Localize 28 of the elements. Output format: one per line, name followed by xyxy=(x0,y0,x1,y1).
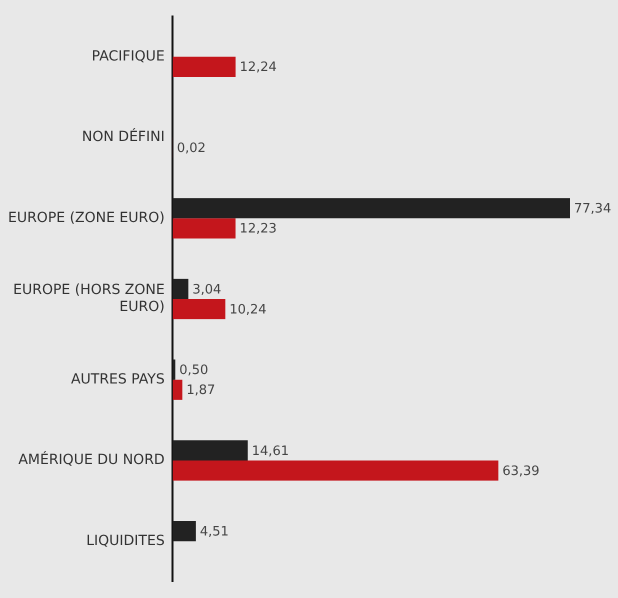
bar xyxy=(172,299,226,320)
y-tick-label: AMÉRIQUE DU NORD xyxy=(18,451,165,468)
bar xyxy=(172,380,182,400)
bar xyxy=(172,360,176,380)
data-label: 0,50 xyxy=(179,363,208,378)
y-tick-label: PACIFIQUE xyxy=(92,48,165,64)
bar xyxy=(172,198,570,218)
y-tick-label: EUROPE (HORS ZONE EURO) xyxy=(13,282,165,316)
bar xyxy=(172,521,196,542)
y-tick-label: LIQUIDITES xyxy=(86,532,165,549)
y-tick-label: EUROPE (ZONE EURO) xyxy=(8,210,165,226)
data-label: 0,02 xyxy=(176,140,206,156)
bar xyxy=(172,460,498,481)
data-label: 1,87 xyxy=(186,383,216,398)
data-label: 4,51 xyxy=(200,524,229,540)
data-label: 3,04 xyxy=(192,282,222,298)
bar xyxy=(172,218,236,238)
data-label: 14,61 xyxy=(252,444,289,459)
data-label: 10,24 xyxy=(229,302,267,318)
y-tick-label: NON DÉFINI xyxy=(82,128,165,146)
bar xyxy=(172,56,236,77)
data-label: 77,34 xyxy=(574,202,612,217)
data-label: 63,39 xyxy=(502,464,540,479)
data-label: 12,24 xyxy=(240,60,277,76)
y-tick-label: AUTRES PAYS xyxy=(70,371,165,388)
bar xyxy=(172,440,248,460)
bar xyxy=(172,278,188,299)
data-label: 12,23 xyxy=(240,222,277,237)
